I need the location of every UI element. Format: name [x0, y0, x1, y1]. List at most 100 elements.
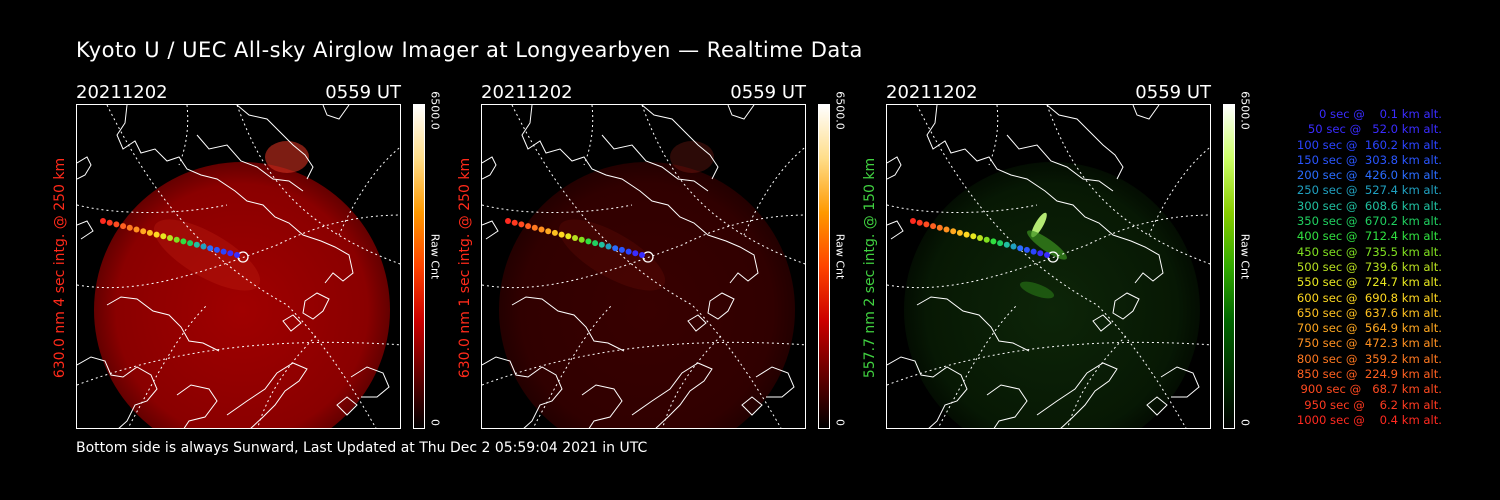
panel-time: 0559 UT: [1135, 82, 1211, 103]
coastline: [916, 296, 1030, 352]
legend-entry: 1000 sec @ 0.4 km alt.: [1296, 412, 1442, 427]
legend-entry: 200 sec @ 426.0 km alt.: [1293, 168, 1442, 183]
trajectory-point: [106, 219, 113, 226]
trajectory-point: [578, 236, 585, 243]
legend-entry: 450 sec @ 735.5 km alt.: [1293, 244, 1442, 259]
coastline: [1160, 366, 1200, 398]
coastline: [521, 105, 759, 284]
coastline: [1146, 396, 1168, 416]
colorbar-unit: Raw Cnt: [1238, 233, 1252, 280]
trajectory-point: [140, 228, 147, 235]
coastline: [1006, 134, 1114, 192]
latlon-grid-line: [743, 146, 805, 236]
latlon-grid-line: [482, 204, 633, 213]
trajectory-point: [1044, 252, 1050, 258]
latlon-grid-line: [532, 304, 613, 428]
trajectory-point: [200, 243, 207, 250]
trajectory-point: [167, 235, 173, 241]
trajectory-point: [936, 224, 943, 231]
trajectory-point: [213, 246, 220, 253]
trajectory-point: [943, 226, 950, 233]
coastline: [631, 362, 713, 428]
trajectory-point: [207, 245, 214, 252]
legend-entry: 50 sec @ 52.0 km alt.: [1300, 122, 1442, 137]
trajectory-point: [551, 229, 558, 236]
legend-entry: 300 sec @ 608.6 km alt.: [1293, 198, 1442, 213]
trajectory-point: [598, 241, 605, 248]
latlon-grid-line: [236, 105, 400, 265]
trajectory-point: [983, 236, 990, 243]
trajectory-point: [227, 250, 234, 257]
panel-ylabel: 557.7 nm 2 sec intg. @ 150 km: [862, 157, 878, 379]
coastline: [77, 356, 158, 428]
aurora-band: [1019, 281, 1055, 299]
aurora-blob: [670, 141, 714, 173]
colorbar-min: 0: [833, 419, 847, 426]
colorbar-max: 6500.0: [833, 91, 847, 130]
trajectory-point: [1010, 243, 1017, 250]
legend-entry: 750 sec @ 472.3 km alt.: [1293, 336, 1442, 351]
colorbar-unit: Raw Cnt: [428, 233, 442, 280]
trajectory-point: [1003, 241, 1010, 248]
trajectory-point: [234, 252, 240, 258]
latlon-grid-line: [482, 214, 805, 289]
trajectory-point: [977, 235, 983, 241]
coastline: [350, 366, 390, 398]
coastline: [482, 356, 563, 428]
colorbar-min: 0: [428, 419, 442, 426]
colorbar: [1223, 104, 1235, 429]
coastline: [511, 296, 625, 352]
aurora-band: [558, 219, 666, 291]
colorbar-max: 6500.0: [1238, 91, 1252, 130]
latlon-grid-line: [482, 341, 805, 386]
latlon-grid-line: [641, 105, 805, 265]
coastline: [482, 156, 497, 180]
trajectory-point: [970, 233, 977, 240]
coastline: [727, 105, 755, 120]
coastline: [77, 220, 94, 240]
latlon-grid-line: [1148, 146, 1210, 236]
coastline: [176, 384, 218, 428]
coastline: [77, 156, 92, 180]
allsky-map: [77, 105, 400, 428]
allsky-map: [482, 105, 805, 428]
latlon-grid-line: [887, 214, 1210, 289]
trajectory-point: [160, 233, 167, 240]
trajectory-point: [518, 221, 525, 228]
trajectory-point: [558, 231, 565, 238]
coastline: [302, 292, 330, 320]
latlon-grid-line: [916, 105, 1187, 428]
panel-time: 0559 UT: [325, 82, 401, 103]
trajectory-point: [220, 248, 227, 255]
coastline: [236, 105, 314, 180]
legend-entry: 900 sec @ 68.7 km alt.: [1296, 382, 1442, 397]
legend-entry: 150 sec @ 303.8 km alt.: [1293, 152, 1442, 167]
trajectory-point: [612, 245, 619, 252]
trajectory-point: [639, 252, 645, 258]
latlon-grid-line: [77, 204, 228, 213]
trajectory-point: [916, 219, 923, 226]
colorbar-unit: Raw Cnt: [833, 233, 847, 280]
panel-3: 20211202 0559 UT 557.7 nm 2 sec intg. @ …: [862, 80, 1296, 430]
trajectory-point: [1030, 248, 1037, 255]
trajectory-point: [538, 226, 545, 233]
trajectory-point: [923, 221, 930, 228]
footer-status: Bottom side is always Sunward, Last Upda…: [76, 440, 648, 456]
legend-entry: 600 sec @ 690.8 km alt.: [1293, 290, 1442, 305]
latlon-grid-line: [937, 304, 1018, 428]
latlon-grid-line: [887, 341, 1210, 386]
airglow-disk: [499, 162, 795, 428]
trajectory-point: [187, 240, 194, 247]
trajectory-point: [146, 229, 153, 236]
panel-1: 20211202 0559 UT 630.0 nm 4 sec intg. @ …: [52, 80, 486, 430]
coastline: [1046, 105, 1124, 180]
latlon-grid-line: [887, 204, 1038, 213]
panel-date: 20211202: [76, 82, 168, 103]
trajectory-point: [531, 224, 538, 231]
trajectory-point: [126, 224, 133, 231]
legend-entry: 500 sec @ 739.6 km alt.: [1293, 259, 1442, 274]
coastline: [707, 292, 735, 320]
trajectory-point: [1023, 246, 1030, 253]
coastline: [1132, 105, 1160, 120]
trajectory-point: [180, 238, 187, 245]
